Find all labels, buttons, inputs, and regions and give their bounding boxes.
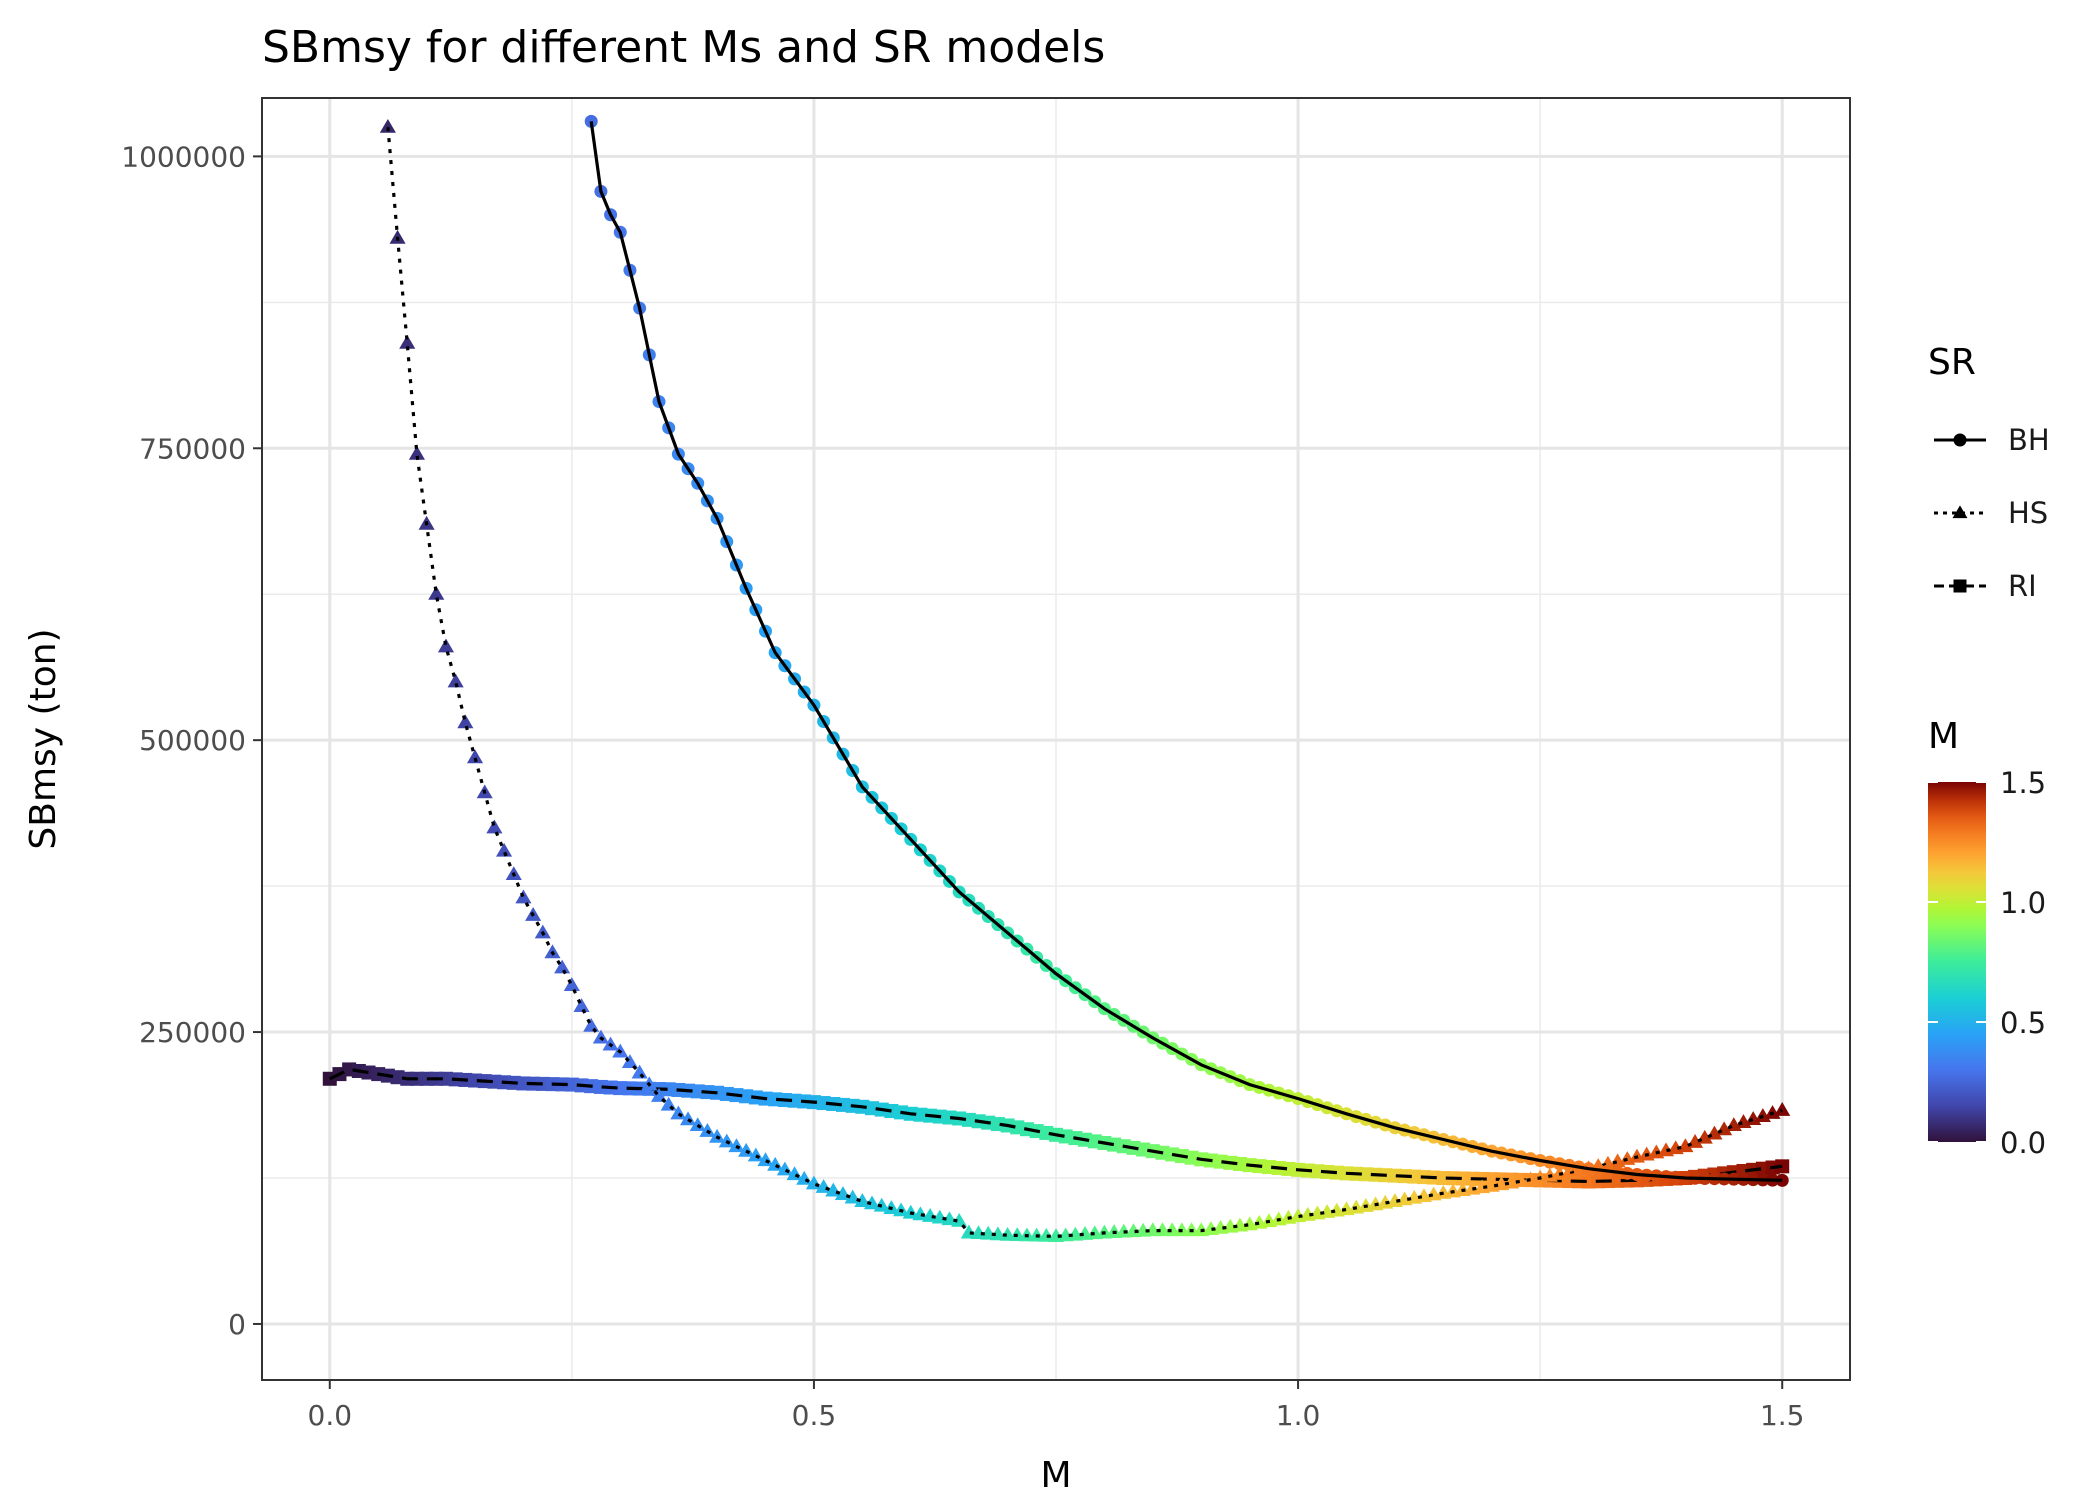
y-axis-title: SBmsy (ton) [23, 628, 64, 849]
data-point [447, 673, 464, 688]
y-tick-label: 250000 [139, 1016, 246, 1049]
data-point [379, 118, 396, 133]
data-point [554, 959, 571, 974]
legend-key-hs [1934, 505, 1986, 519]
data-point [457, 714, 474, 729]
legend-key-marker [1953, 579, 1967, 593]
data-point [466, 749, 484, 764]
data-point [747, 1147, 764, 1162]
x-axis-title: M [1040, 1455, 1071, 1496]
colorbar-tick-label: 1.0 [2000, 886, 2046, 920]
data-point [428, 585, 445, 600]
data-point [496, 842, 513, 857]
data-point [563, 977, 580, 991]
legend-key-marker [1953, 433, 1967, 447]
colorbar-tick-label: 0.0 [2000, 1126, 2046, 1160]
data-point [767, 1156, 784, 1171]
data-point [592, 1029, 609, 1044]
series-hs [379, 118, 1791, 1242]
chart-title: SBmsy for different Ms and SR models [262, 22, 1105, 73]
x-tick-label: 1.5 [1760, 1399, 1805, 1432]
legend-sr: SR BH HS RI [1928, 342, 2050, 603]
colorbar: M 0.0 0.5 1.0 1.5 [1928, 716, 2046, 1160]
y-tick-label: 750000 [139, 432, 246, 465]
data-point [1774, 1102, 1791, 1116]
series-layer [322, 114, 1791, 1242]
series-line [329, 1067, 1783, 1184]
legend-sr-title: SR [1928, 342, 1976, 383]
data-point [854, 1193, 871, 1207]
data-point [689, 1117, 706, 1132]
data-point [1775, 1173, 1789, 1187]
x-tick-label: 0.5 [792, 1399, 837, 1432]
series-bh [584, 114, 1789, 1187]
x-tick-label: 1.0 [1276, 1399, 1321, 1432]
data-point [699, 1123, 716, 1137]
legend-label: RI [2008, 569, 2037, 603]
y-axis-ticks: 0 250000 500000 750000 1000000 [121, 140, 262, 1341]
y-tick-label: 1000000 [121, 140, 246, 173]
data-point [757, 1152, 774, 1167]
data-point [486, 819, 503, 834]
plot-area [261, 97, 1851, 1381]
data-point [408, 445, 425, 460]
data-point [631, 1064, 648, 1079]
legend-label: BH [2008, 423, 2050, 457]
legend-key-marker [1952, 505, 1968, 519]
x-tick-label: 0.0 [308, 1399, 353, 1432]
data-point [437, 638, 455, 653]
data-point [951, 1212, 968, 1227]
legend-key-bh [1934, 433, 1986, 447]
legend-key-ri [1934, 579, 1986, 593]
data-point [515, 889, 532, 904]
data-point [583, 1017, 600, 1032]
data-point [670, 1105, 687, 1120]
colorbar-gradient [1928, 782, 1986, 1142]
y-tick-label: 0 [228, 1308, 246, 1341]
legend-label: HS [2008, 496, 2048, 530]
data-point [399, 334, 416, 349]
data-point [679, 1111, 697, 1126]
x-axis-ticks: 0.0 0.5 1.0 1.5 [308, 1380, 1805, 1432]
plot-panel-border [261, 97, 1851, 1381]
data-point [728, 1138, 745, 1153]
data-point [863, 1195, 881, 1210]
data-point [1775, 1159, 1790, 1174]
colorbar-tick-label: 0.5 [2000, 1006, 2046, 1040]
data-point [738, 1142, 755, 1157]
colorbar-tick-label: 1.5 [2000, 766, 2046, 800]
series-line [589, 121, 1783, 1182]
data-point [621, 1054, 639, 1069]
colorbar-title: M [1928, 716, 1959, 757]
data-point [573, 998, 590, 1012]
data-point [584, 114, 598, 128]
y-tick-label: 500000 [139, 724, 246, 757]
